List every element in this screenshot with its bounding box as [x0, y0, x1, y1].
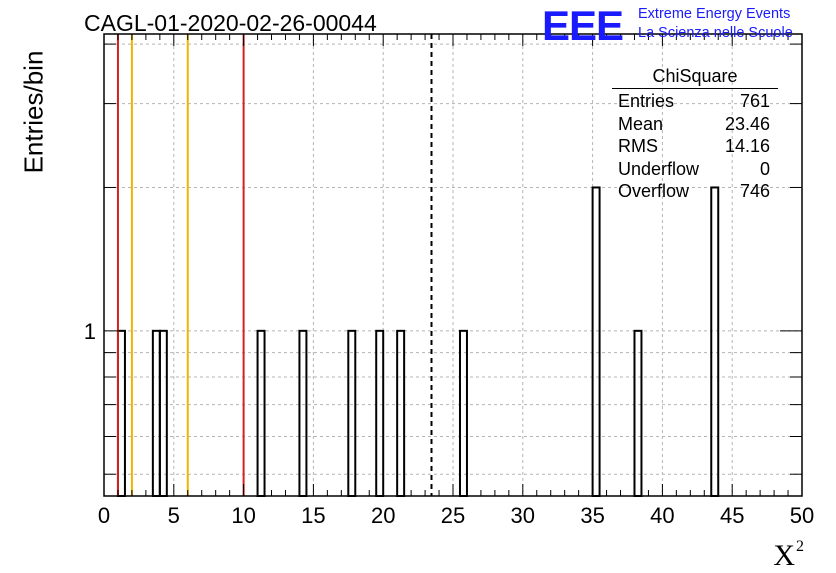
stats-row-mean: Mean 23.46	[612, 113, 778, 136]
stats-label: RMS	[618, 136, 658, 156]
stats-label: Mean	[618, 113, 664, 134]
eee-logo-line1: Extreme Energy Events	[638, 6, 791, 22]
stats-value: 761	[739, 91, 770, 111]
stats-row-overflow: Overflow 746	[612, 180, 778, 203]
y-axis-label: Entries/bin	[18, 50, 49, 174]
y-tick-label: 1	[84, 319, 96, 344]
x-tick-label: 45	[720, 503, 744, 528]
eee-logo-line2: La Scienza nelle Scuole	[638, 25, 793, 41]
x-tick-label: 10	[231, 503, 255, 528]
x-tick-label: 20	[371, 503, 395, 528]
stats-row-rms: RMS 14.16	[612, 135, 778, 158]
x-tick-label: 15	[301, 503, 325, 528]
chart-title: CAGL-01-2020-02-26-00044	[84, 10, 377, 36]
x-tick-label: 0	[98, 503, 110, 528]
x-tick-label: 50	[790, 503, 814, 528]
x-axis-label: X2	[773, 538, 804, 572]
x-tick-label: 35	[580, 503, 604, 528]
stats-label: Overflow	[618, 181, 690, 201]
stats-title: ChiSquare	[612, 66, 778, 89]
eee-logo-mark: EEE	[542, 2, 624, 49]
stats-value: 0	[759, 158, 770, 179]
stats-row-underflow: Underflow 0	[612, 158, 778, 181]
eee-logo-text: Extreme Energy Events La Scienza nelle S…	[638, 5, 793, 43]
stats-label: Underflow	[618, 158, 700, 179]
stats-label: Entries	[618, 91, 675, 111]
stats-row-entries: Entries 761	[612, 90, 778, 113]
x-tick-label: 25	[441, 503, 465, 528]
x-tick-label: 5	[168, 503, 180, 528]
stats-value: 14.16	[724, 136, 770, 156]
x-tick-label: 40	[650, 503, 674, 528]
stats-box: ChiSquare Entries 761 Mean 23.46 RMS 14.…	[612, 66, 778, 203]
stats-value: 23.46	[724, 113, 770, 134]
stats-value: 746	[739, 181, 770, 201]
x-tick-label: 30	[511, 503, 535, 528]
